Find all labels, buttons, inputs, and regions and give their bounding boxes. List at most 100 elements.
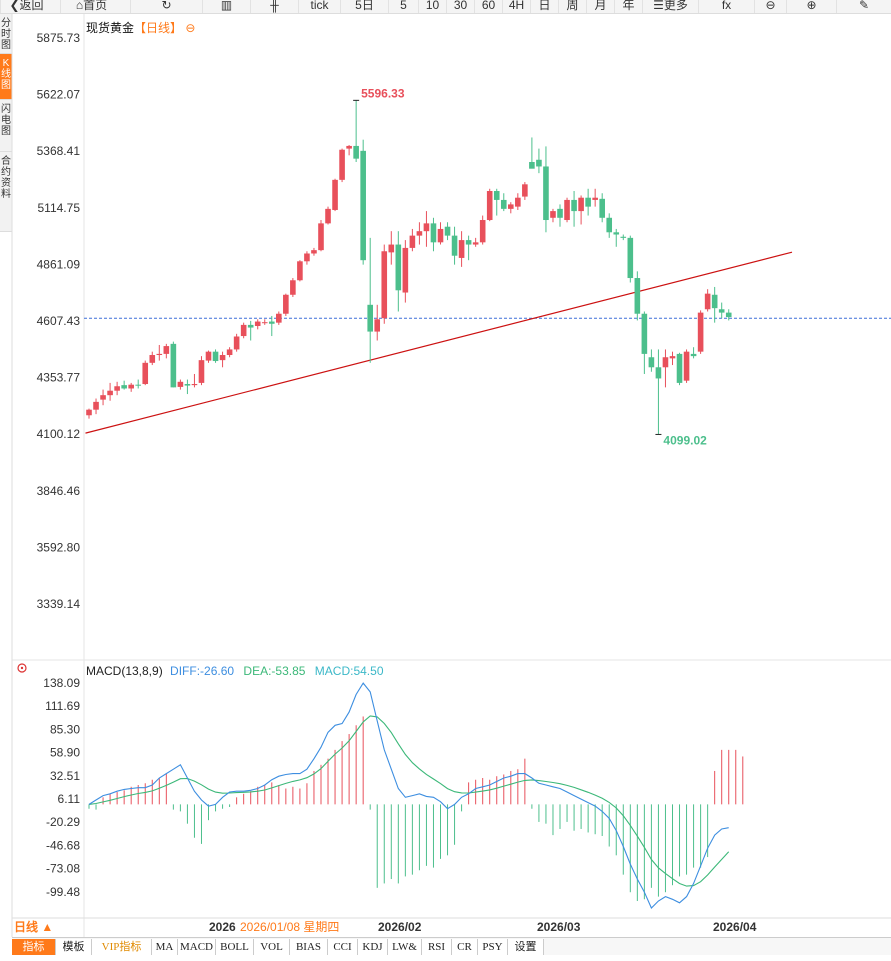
candle <box>500 199 507 209</box>
candle <box>641 313 648 354</box>
period-month-label: 月 <box>594 0 607 12</box>
candle <box>205 351 212 361</box>
period-60[interactable]: 60 <box>474 0 502 13</box>
period-10-label: 10 <box>425 0 440 12</box>
indicator-tab[interactable]: 设置 <box>508 939 544 955</box>
period-day[interactable]: 日 <box>530 0 558 13</box>
candle <box>325 208 331 224</box>
home-icon: ⌂ <box>75 0 84 12</box>
indicator-tab[interactable]: VIP指标 <box>92 939 152 955</box>
indicator-tab[interactable]: 模板 <box>56 939 92 955</box>
indicator-tab[interactable]: BIAS <box>290 939 328 955</box>
indicator-tab[interactable]: BOLL <box>216 939 254 955</box>
indicator-tab[interactable]: CCI <box>328 939 358 955</box>
indicator-tab[interactable]: KDJ <box>358 939 388 955</box>
draw-button[interactable]: ✎ <box>836 0 891 13</box>
indicator-tab[interactable]: CR <box>452 939 478 955</box>
period-week[interactable]: 周 <box>558 0 586 13</box>
candle-type-button[interactable]: ╫ <box>250 0 298 13</box>
period-tick-label: tick <box>310 0 329 12</box>
candle <box>170 343 177 388</box>
zoom-out-button[interactable]: ⊖ <box>754 0 786 13</box>
period-5day[interactable]: 5日 <box>340 0 388 13</box>
candle <box>634 278 641 314</box>
formula-button[interactable]: fx <box>698 0 754 13</box>
sidebar-tab[interactable]: 分时图 <box>0 14 12 54</box>
candle <box>156 353 163 356</box>
candle <box>409 235 416 248</box>
chart-type-button[interactable]: ▥ <box>202 0 250 13</box>
cursor-date: 2026/01/08 星期四 <box>240 920 340 934</box>
period-tick[interactable]: tick <box>298 0 340 13</box>
candle <box>564 199 570 221</box>
candle <box>515 197 521 207</box>
candle <box>711 294 718 309</box>
date-label: 2026/02 <box>378 920 422 934</box>
candle <box>261 322 268 324</box>
trend-line <box>85 251 793 434</box>
period-4h[interactable]: 4H <box>502 0 530 13</box>
period-10[interactable]: 10 <box>418 0 446 13</box>
candle <box>100 395 106 400</box>
top-toolbar: ❮返回 ⌂首页 ↻ ▥ ╫ tick 5日 5 10 30 60 4H 日 周 月 年 ☰更多 fx ⊖ ⊕ ✎ <box>0 0 891 14</box>
indicator-tab[interactable]: RSI <box>422 939 452 955</box>
candle <box>557 208 563 218</box>
sidebar-tab[interactable]: 合约资料 <box>0 152 12 232</box>
candle <box>219 355 226 361</box>
candle <box>592 197 598 200</box>
candle <box>318 223 324 251</box>
indicator-tab[interactable]: VOL <box>254 939 290 955</box>
sidebar-tab[interactable]: 闪电图 <box>0 100 12 152</box>
candle <box>198 360 205 383</box>
indicator-tab[interactable]: MACD <box>178 939 216 955</box>
period-30[interactable]: 30 <box>446 0 474 13</box>
period-year[interactable]: 年 <box>614 0 642 13</box>
candle <box>472 242 479 245</box>
candle <box>226 349 233 356</box>
candle <box>655 367 662 379</box>
candle <box>311 250 317 254</box>
period-60-label: 60 <box>481 0 496 12</box>
indicator-tab-bar: 指标 模板 VIP指标 MA MACD BOLL VOL BIAS CCI KDJ LW& RSI CR… <box>12 937 891 955</box>
candle <box>212 351 219 362</box>
candle <box>114 386 120 391</box>
zoom-out-icon: ⊖ <box>765 0 776 12</box>
candle <box>353 145 359 159</box>
collapse-toggle-icon[interactable]: ⊖ <box>185 21 196 35</box>
candle <box>135 384 142 386</box>
candle <box>697 312 704 352</box>
price-axis-label: 5622.07 <box>37 88 81 102</box>
candle <box>276 313 282 323</box>
candle <box>283 294 289 314</box>
candle <box>423 223 430 232</box>
period-5[interactable]: 5 <box>388 0 418 13</box>
more-button-label: 更多 <box>663 0 688 12</box>
macd-axis-label: 111.69 <box>45 699 80 713</box>
period-selector[interactable]: 日线 ▲ <box>14 920 54 934</box>
candle <box>388 244 395 253</box>
candle <box>191 384 198 386</box>
refresh-button[interactable]: ↻ <box>130 0 202 13</box>
period-month[interactable]: 月 <box>586 0 614 13</box>
home-button[interactable]: ⌂首页 <box>60 0 122 13</box>
pencil-icon: ✎ <box>858 0 870 12</box>
extreme-price-label: 4099.02 <box>663 433 707 447</box>
candle <box>297 261 303 281</box>
indicator-tab[interactable]: LW& <box>388 939 422 955</box>
indicator-tab[interactable]: PSY <box>478 939 508 955</box>
period-day-label: 日 <box>538 0 551 12</box>
indicator-tab[interactable]: 指标 <box>12 939 56 955</box>
candle <box>128 384 134 389</box>
period-year-label: 年 <box>622 0 635 12</box>
macd-legend: MACD(13,8,9) DIFF:-26.60 DEA:-53.85 MACD… <box>86 664 384 678</box>
candle <box>585 197 591 207</box>
candle <box>381 251 388 319</box>
macd-axis-label: 85.30 <box>50 722 80 736</box>
back-button[interactable]: ❮返回 <box>0 0 52 13</box>
zoom-in-button[interactable]: ⊕ <box>786 0 836 13</box>
indicator-tab[interactable]: MA <box>152 939 178 955</box>
more-button[interactable]: ☰更多 <box>642 0 698 13</box>
candle <box>522 184 528 197</box>
